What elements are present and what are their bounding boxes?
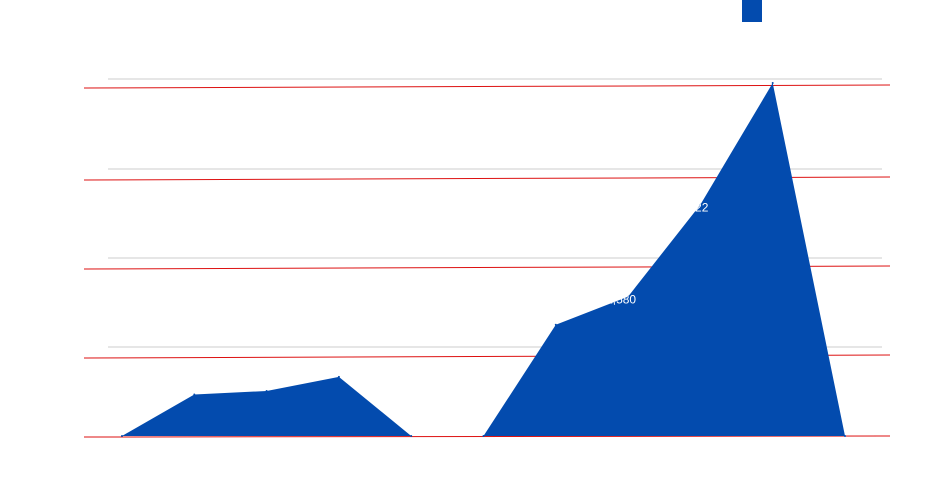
data-point-8: [699, 203, 702, 206]
data-point-1: [193, 393, 196, 396]
data-point-4: [410, 435, 413, 437]
data-label-1: 2,622: [678, 201, 708, 215]
data-label-0: 1,580: [606, 293, 636, 307]
data-point-9: [771, 82, 774, 84]
gridline-red-0: [83, 84, 891, 89]
data-point-10: [844, 435, 846, 437]
data-point-6: [554, 323, 557, 326]
data-point-5: [482, 435, 485, 437]
data-point-0: [121, 435, 123, 437]
data-labels: 1,580 2,622: [606, 201, 709, 307]
gridline-red-4: [83, 435, 891, 438]
data-point-3: [337, 375, 340, 378]
data-point-7: [627, 295, 630, 298]
data-points: [121, 82, 846, 437]
area-series: [122, 83, 845, 436]
data-point-2: [265, 389, 268, 392]
legend-swatch: [742, 0, 762, 22]
